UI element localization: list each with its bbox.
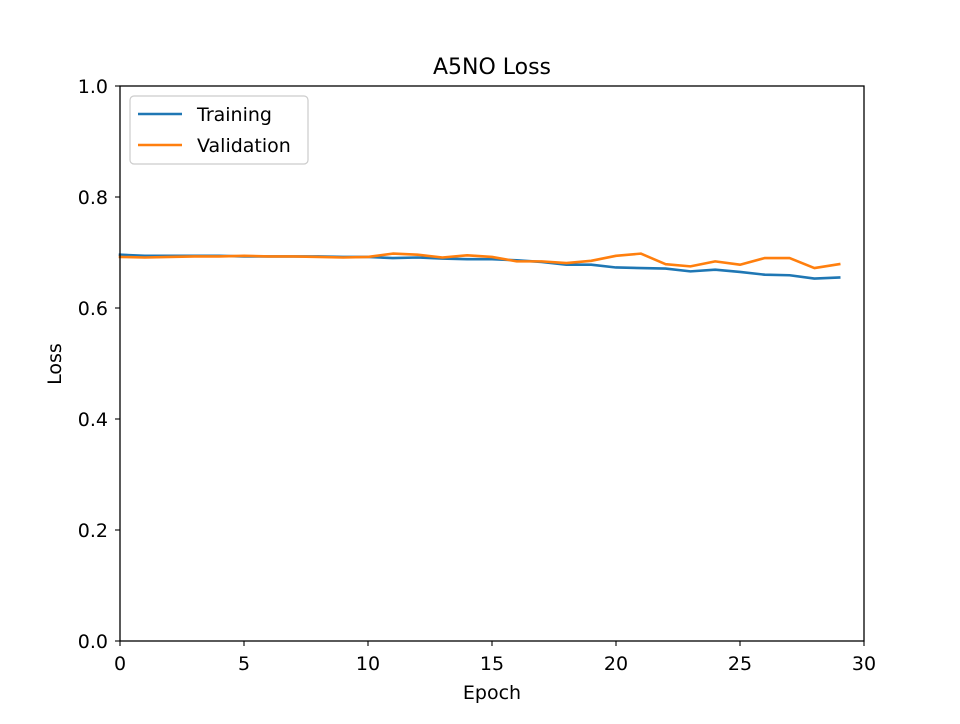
plot-frame xyxy=(119,85,865,642)
y-axis-ticks: 0.0 0.2 0.4 0.6 0.8 1.0 xyxy=(78,76,120,653)
x-tick-label: 5 xyxy=(238,653,250,675)
series-line-training xyxy=(118,253,841,280)
x-tick-label: 10 xyxy=(356,653,380,675)
x-tick-label: 25 xyxy=(728,653,752,675)
y-axis-label: Loss xyxy=(44,343,66,385)
chart-title: A5NO Loss xyxy=(433,55,551,80)
legend: Training Validation xyxy=(129,95,309,165)
legend-label-validation: Validation xyxy=(197,135,291,157)
series-layer xyxy=(118,252,841,280)
series-line-validation xyxy=(118,252,841,270)
x-tick-label: 30 xyxy=(852,653,876,675)
legend-label-training: Training xyxy=(196,104,272,126)
y-tick-label: 1.0 xyxy=(78,76,108,98)
x-axis-label: Epoch xyxy=(463,682,521,704)
x-tick-label: 0 xyxy=(114,653,126,675)
y-tick-label: 0.6 xyxy=(78,298,108,320)
y-tick-label: 0.4 xyxy=(78,409,108,431)
x-tick-label: 15 xyxy=(480,653,504,675)
x-tick-label: 20 xyxy=(604,653,628,675)
x-axis-ticks: 0 5 10 15 20 25 30 xyxy=(114,641,876,675)
y-tick-label: 0.0 xyxy=(78,631,108,653)
y-tick-label: 0.8 xyxy=(78,187,108,209)
y-tick-label: 0.2 xyxy=(78,520,108,542)
